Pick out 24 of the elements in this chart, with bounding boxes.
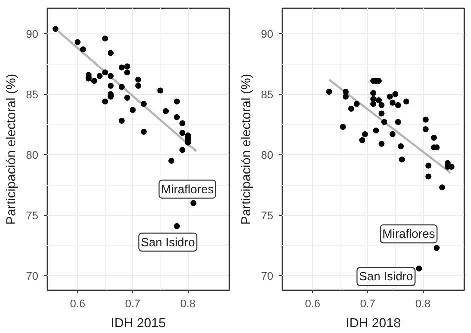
y-tick-label: 80 xyxy=(26,150,39,162)
y-tick-label: 70 xyxy=(26,270,39,283)
x-tick-label: 0.8 xyxy=(180,298,196,310)
y-tick-label: 70 xyxy=(261,270,274,283)
x-tick-label: 0.7 xyxy=(360,298,376,310)
y-tick-label: 85 xyxy=(26,89,39,102)
annotation: San Isidro xyxy=(141,235,196,250)
x-axis-title: IDH 2018 xyxy=(346,316,401,330)
annotation: Miraflores xyxy=(161,182,214,196)
y-tick-label: 75 xyxy=(26,210,39,222)
x-tick-label: 0.8 xyxy=(415,298,431,310)
x-axis-title: IDH 2015 xyxy=(111,316,166,330)
y-tick-label: 90 xyxy=(26,28,39,41)
y-tick-label: 85 xyxy=(261,89,274,102)
y-axis-title: Participación electoral (%) xyxy=(238,74,254,225)
y-tick-label: 80 xyxy=(261,150,274,162)
y-tick-label: 75 xyxy=(261,210,274,222)
x-tick-label: 0.6 xyxy=(70,298,86,310)
x-tick-label: 0.6 xyxy=(305,298,320,310)
y-tick-label: 90 xyxy=(261,28,274,41)
x-tick-label: 0.7 xyxy=(125,298,141,310)
y-axis-title: Participación electoral (%) xyxy=(3,74,18,225)
annotation: Miraflores xyxy=(382,227,436,242)
annotation: San Isidro xyxy=(359,270,414,284)
